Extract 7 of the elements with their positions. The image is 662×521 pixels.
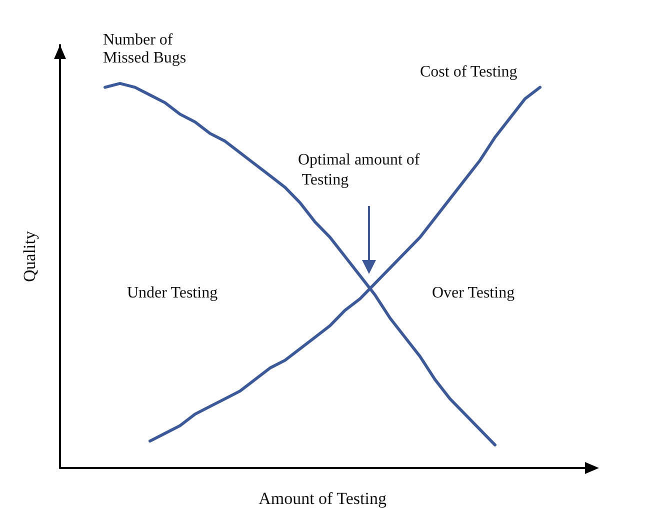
annotation: Optimal amount of Testing xyxy=(298,152,420,188)
x-axis-title: Amount of Testing xyxy=(258,489,387,508)
y-axis-title: Quality xyxy=(20,230,39,282)
series-label: Number of Missed Bugs xyxy=(103,32,186,66)
annotation: Over Testing xyxy=(432,284,515,302)
series-label: Cost of Testing xyxy=(420,64,518,80)
annotation: Under Testing xyxy=(127,284,218,302)
